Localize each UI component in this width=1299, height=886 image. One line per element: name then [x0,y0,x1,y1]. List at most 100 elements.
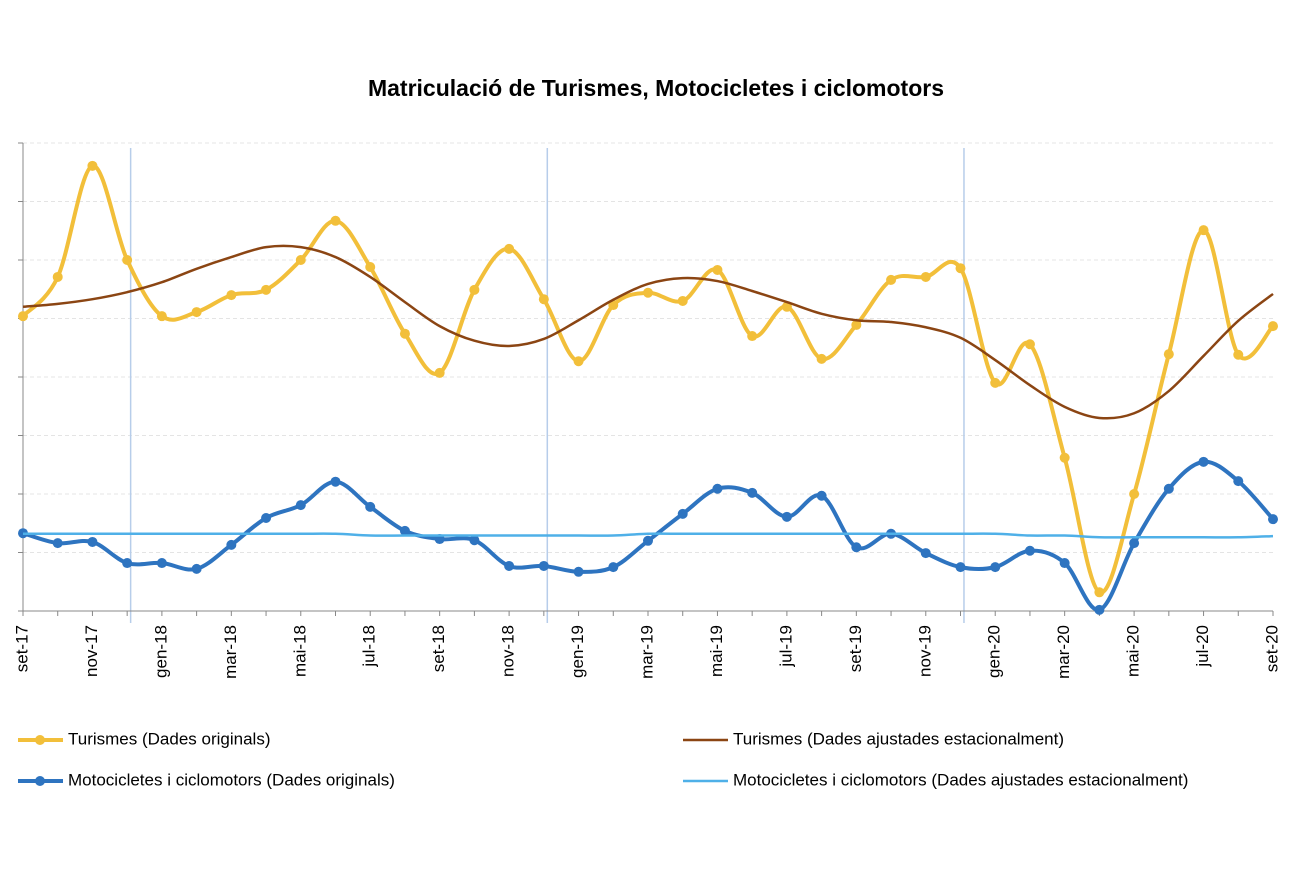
legend-label: Turismes (Dades originals) [68,729,270,748]
x-tick-label: set-17 [12,625,31,672]
point [87,536,98,547]
x-tick-label: gen-19 [568,625,587,678]
x-tick-label: nov-18 [499,625,518,677]
point [886,274,897,285]
point [399,525,410,536]
x-tick-label: jul-19 [776,625,795,668]
x-tick-label: gen-20 [985,625,1004,678]
x-tick-label: mar-20 [1054,625,1073,679]
point [1268,514,1278,525]
point [816,490,827,501]
point [1094,587,1105,598]
point [1129,538,1140,549]
point [677,508,688,519]
point [1094,604,1105,615]
legend-label: Motocicletes i ciclomotors (Dades origin… [68,770,395,789]
x-tick-label: mai-19 [707,625,726,677]
x-tick-label: set-19 [846,625,865,672]
point [851,542,862,553]
point [261,284,272,295]
point [226,539,237,550]
point [122,255,133,265]
point [955,263,966,274]
point [1163,483,1174,494]
point [191,307,202,318]
x-tick-label: jul-20 [1193,625,1212,668]
point [226,290,237,301]
point [643,535,653,546]
x-tick-label: gen-18 [151,625,170,678]
point [156,311,167,322]
point [920,271,931,282]
point [399,328,410,339]
point [295,500,306,511]
point [781,301,792,312]
point [643,287,653,298]
point [469,284,480,295]
x-tick-label: set-18 [429,625,448,672]
point [295,255,306,265]
point [712,264,723,275]
point [1198,456,1209,467]
point [712,483,723,494]
point [191,563,202,574]
point [990,377,1001,388]
point [1024,339,1035,350]
series-line [22,244,1274,420]
point [261,512,272,523]
point [1198,225,1209,236]
legend-label: Motocicletes i ciclomotors (Dades ajusta… [733,770,1188,789]
point [434,367,445,378]
point [747,331,758,342]
point [1233,349,1244,360]
chart-title: Matriculació de Turismes, Motocicletes i… [368,75,944,101]
point [52,271,63,282]
point [1059,558,1070,569]
x-tick-label: mar-18 [221,625,240,679]
point [1024,545,1035,556]
point [1059,452,1070,463]
point [816,353,827,364]
point [1163,349,1174,360]
point [990,562,1001,573]
point [1268,321,1278,332]
point [781,511,792,522]
point [573,356,584,367]
x-tick-label: jul-18 [360,625,379,668]
point [608,562,619,573]
legend-marker [35,735,45,745]
series-line [22,532,1274,539]
point [330,476,341,487]
x-tick-label: nov-19 [915,625,934,677]
point [538,560,549,571]
point [469,535,480,546]
point [18,311,28,322]
point [538,294,549,305]
x-tick-label: mai-18 [290,625,309,677]
point [365,262,376,273]
point [87,160,98,171]
point [52,538,63,549]
point [365,501,376,512]
point [156,558,167,569]
point [122,558,133,569]
legend-label: Turismes (Dades ajustades estacionalment… [733,729,1064,748]
point [1129,489,1140,499]
point [504,243,515,254]
point [504,560,515,571]
point [1233,476,1244,487]
point [955,562,966,573]
point [330,215,341,226]
point [920,548,931,559]
x-tick-label: mai-20 [1124,625,1143,677]
point [573,566,584,577]
point [677,295,688,306]
point [851,319,862,330]
x-tick-label: mar-19 [637,625,656,679]
x-tick-label: set-20 [1262,625,1281,672]
legend-marker [35,776,45,786]
series-line [21,163,1275,595]
point [747,487,758,498]
x-tick-label: nov-17 [82,625,101,677]
